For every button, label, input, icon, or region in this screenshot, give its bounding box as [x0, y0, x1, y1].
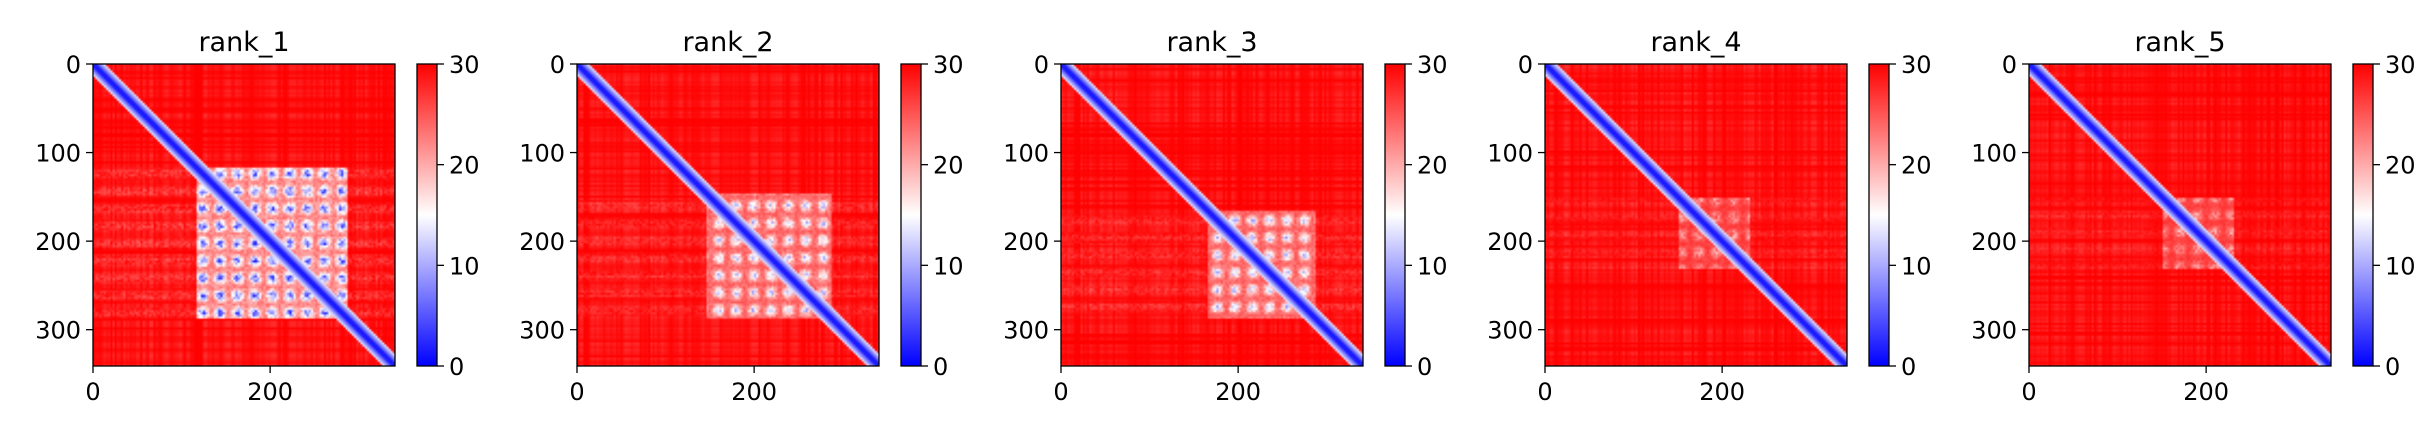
x-tick-label: 200 — [2183, 378, 2229, 406]
colorbar-tick-label: 30 — [449, 51, 480, 79]
y-tick-label: 0 — [1034, 51, 1049, 79]
x-tick-label: 200 — [247, 378, 293, 406]
axes-frame — [576, 63, 880, 367]
x-tick-label: 200 — [1699, 378, 1745, 406]
x-tick-label: 200 — [731, 378, 777, 406]
heatmap-image — [93, 64, 395, 366]
y-tick-label: 100 — [1487, 140, 1533, 168]
heatmap-image — [1545, 64, 1847, 366]
heatmap-panel-4: rank_4 0 100 200 300 0 200 0 10 20 30 — [1487, 27, 1931, 406]
y-tick-label: 100 — [35, 140, 81, 168]
y-tick-label: 300 — [1971, 317, 2017, 345]
colorbar-tick-label: 10 — [449, 252, 480, 280]
y-tick-label: 0 — [550, 51, 565, 79]
axes-frame — [2028, 63, 2332, 367]
y-tick-label: 200 — [35, 228, 81, 256]
colorbar — [1384, 63, 1406, 367]
heatmap-panel-2: rank_2 0 100 200 300 0 200 0 10 20 30 — [519, 27, 963, 406]
y-tick-label: 200 — [1003, 228, 1049, 256]
x-tick-label: 200 — [1215, 378, 1261, 406]
colorbar — [900, 63, 922, 367]
colorbar-tick-label: 20 — [449, 152, 480, 180]
x-tick-label: 0 — [569, 378, 584, 406]
x-tick-label: 0 — [1053, 378, 1068, 406]
colorbar-tick-label: 0 — [933, 353, 948, 381]
colorbar-tick-label: 0 — [449, 353, 464, 381]
colorbar-tick-label: 20 — [2385, 152, 2416, 180]
y-tick-label: 0 — [2002, 51, 2017, 79]
x-tick-label: 0 — [85, 378, 100, 406]
y-tick-label: 200 — [519, 228, 565, 256]
colorbar — [1868, 63, 1890, 367]
heatmap-panel-1: rank_1 0 100 200 300 0 200 0 10 20 30 — [35, 27, 479, 406]
x-tick-label: 0 — [1537, 378, 1552, 406]
colorbar-tick-label: 20 — [933, 152, 964, 180]
y-tick-label: 100 — [1971, 140, 2017, 168]
y-tick-label: 200 — [1487, 228, 1533, 256]
colorbar — [416, 63, 438, 367]
colorbar-tick-label: 10 — [1901, 252, 1932, 280]
panel-title: rank_1 — [198, 27, 289, 58]
colorbar — [2352, 63, 2374, 367]
x-tick-label: 0 — [2021, 378, 2036, 406]
colorbar-tick-label: 20 — [1417, 152, 1448, 180]
heatmap-image — [1061, 64, 1363, 366]
colorbar-tick-label: 0 — [1417, 353, 1432, 381]
colorbar-tick-label: 30 — [1417, 51, 1448, 79]
y-tick-label: 100 — [1003, 140, 1049, 168]
colorbar-tick-label: 0 — [1901, 353, 1916, 381]
y-tick-label: 300 — [519, 317, 565, 345]
y-tick-label: 200 — [1971, 228, 2017, 256]
colorbar-tick-label: 30 — [1901, 51, 1932, 79]
colorbar-tick-label: 10 — [2385, 252, 2416, 280]
colorbar-tick-label: 0 — [2385, 353, 2400, 381]
y-tick-label: 300 — [1003, 317, 1049, 345]
colorbar-tick-label: 10 — [933, 252, 964, 280]
heatmap-panel-3: rank_3 0 100 200 300 0 200 0 10 20 30 — [1003, 27, 1447, 406]
colorbar-tick-label: 20 — [1901, 152, 1932, 180]
y-tick-label: 0 — [1518, 51, 1533, 79]
colorbar-tick-label: 10 — [1417, 252, 1448, 280]
y-tick-label: 100 — [519, 140, 565, 168]
y-tick-label: 300 — [1487, 317, 1533, 345]
y-tick-label: 0 — [66, 51, 81, 79]
axes-frame — [1060, 63, 1364, 367]
axes-frame — [92, 63, 396, 367]
panel-title: rank_3 — [1166, 27, 1257, 58]
panel-title: rank_5 — [2134, 27, 2225, 58]
colorbar-tick-label: 30 — [933, 51, 964, 79]
y-tick-label: 300 — [35, 317, 81, 345]
axes-frame — [1544, 63, 1848, 367]
panel-title: rank_4 — [1650, 27, 1741, 58]
heatmap-image — [2029, 64, 2331, 366]
heatmap-panel-5: rank_5 0 100 200 300 0 200 0 10 20 30 — [1971, 27, 2415, 406]
heatmap-image — [577, 64, 879, 366]
panel-title: rank_2 — [682, 27, 773, 58]
colorbar-tick-label: 30 — [2385, 51, 2416, 79]
